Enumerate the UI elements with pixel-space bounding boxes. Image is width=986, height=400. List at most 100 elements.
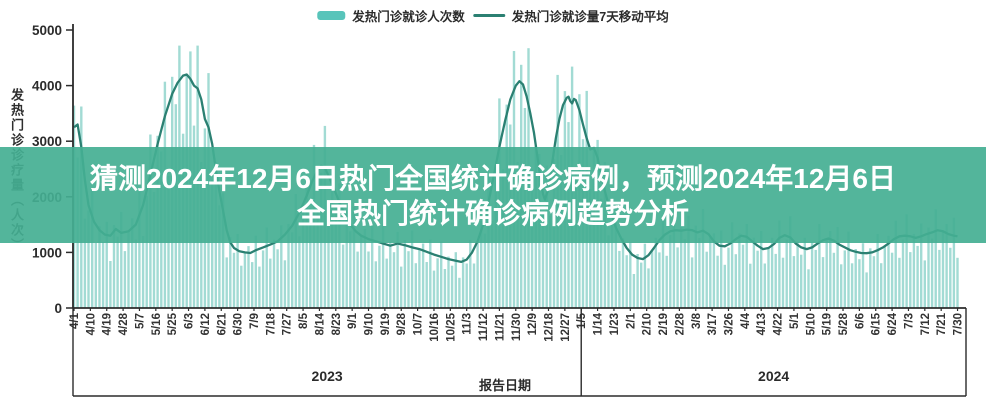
x-tick-label: 4/19 (102, 313, 114, 335)
daily-bar (941, 231, 945, 308)
daily-bar (705, 251, 708, 308)
daily-bar (218, 205, 221, 308)
daily-bar (760, 231, 763, 308)
daily-bar (956, 257, 959, 308)
daily-bar (356, 251, 359, 308)
daily-bar (912, 233, 916, 308)
x-tick-label: 7/3 (903, 313, 915, 329)
daily-bar (920, 223, 923, 308)
x-tick-label: 11/30 (511, 313, 523, 341)
daily-bar (389, 242, 392, 308)
daily-bar (770, 237, 774, 308)
daily-bar (109, 261, 112, 308)
daily-bar (807, 269, 810, 308)
daily-bar (840, 264, 843, 308)
daily-bar (360, 235, 363, 308)
daily-bar (949, 247, 952, 308)
x-tick-label: 6/30 (233, 313, 245, 335)
x-tick-label: 1/23 (609, 313, 621, 335)
x-tick-label: 11/3 (462, 313, 474, 335)
y-tick-label: 1000 (32, 245, 62, 260)
daily-bar (298, 236, 301, 308)
daily-bar (680, 226, 683, 308)
daily-bar (378, 245, 381, 308)
daily-bar (869, 248, 872, 308)
daily-bar (861, 243, 865, 308)
x-tick-label: 2/28 (674, 312, 686, 335)
daily-bar (221, 193, 225, 308)
daily-bar (872, 256, 876, 308)
daily-bar (414, 263, 417, 308)
x-axis-title: 报告日期 (479, 378, 531, 393)
daily-bar (883, 246, 886, 308)
legend-item-bars: 发热门诊就诊人次数 (317, 6, 465, 25)
y-tick-label: 0 (54, 301, 62, 316)
daily-bar (621, 238, 625, 308)
daily-bar (716, 255, 719, 308)
x-tick-label: 4/1 (69, 312, 81, 329)
daily-bar (632, 274, 636, 308)
daily-bar (469, 239, 472, 308)
x-tick-label: 9/10 (364, 313, 376, 335)
daily-bar (720, 230, 723, 308)
x-tick-label: 5/19 (822, 313, 834, 335)
x-tick-label: 4/10 (85, 313, 97, 335)
daily-bar (447, 256, 450, 308)
daily-bar (352, 206, 356, 308)
daily-bar (887, 235, 890, 308)
daily-bar (778, 220, 781, 308)
daily-bar (600, 198, 603, 308)
daily-bar (607, 235, 610, 308)
daily-bar (734, 254, 737, 308)
x-tick-label: 3/8 (691, 312, 703, 329)
daily-bar (407, 251, 410, 308)
daily-bar (756, 250, 759, 308)
daily-bar (349, 231, 352, 308)
x-tick-label: 5/25 (167, 312, 179, 335)
daily-bar (945, 224, 948, 308)
daily-bar (625, 255, 628, 308)
daily-bar (647, 268, 650, 308)
daily-bar (363, 228, 367, 308)
x-tick-label: 10/7 (413, 313, 425, 335)
daily-bar (490, 221, 494, 308)
x-tick-label: 5/28 (838, 312, 850, 335)
daily-bar (432, 270, 436, 308)
daily-bar (240, 265, 243, 308)
daily-bar (229, 237, 232, 308)
daily-bar (658, 252, 661, 308)
daily-bar (265, 227, 268, 308)
line-series-label: 发热门诊就诊量7天移动平均 (511, 10, 669, 24)
daily-bar (890, 252, 894, 308)
daily-bar (458, 277, 461, 308)
daily-bar (294, 194, 297, 308)
daily-bar (629, 242, 632, 308)
daily-bar (640, 262, 643, 308)
daily-bar (120, 211, 123, 308)
daily-bar (847, 231, 850, 308)
daily-bar (650, 250, 654, 308)
daily-bar (338, 183, 341, 308)
daily-bar (440, 241, 443, 308)
daily-bar (687, 215, 690, 308)
daily-bar (410, 230, 414, 308)
daily-bar (636, 254, 639, 308)
daily-bar (291, 232, 294, 308)
daily-bar (421, 243, 425, 308)
daily-bar (749, 263, 752, 308)
daily-bar (665, 255, 668, 308)
x-tick-label: 9/1 (347, 312, 359, 329)
daily-bar (283, 260, 287, 308)
daily-bar (880, 263, 883, 308)
daily-bar (683, 239, 686, 308)
daily-bar (767, 248, 770, 308)
daily-bar (454, 252, 457, 308)
daily-bar (483, 233, 487, 308)
daily-bar (661, 218, 665, 308)
bar-series-swatch-icon (317, 11, 346, 20)
daily-bar (396, 231, 399, 308)
x-tick-label: 9/28 (396, 312, 408, 335)
daily-bar (243, 252, 247, 308)
daily-bar (810, 242, 814, 308)
